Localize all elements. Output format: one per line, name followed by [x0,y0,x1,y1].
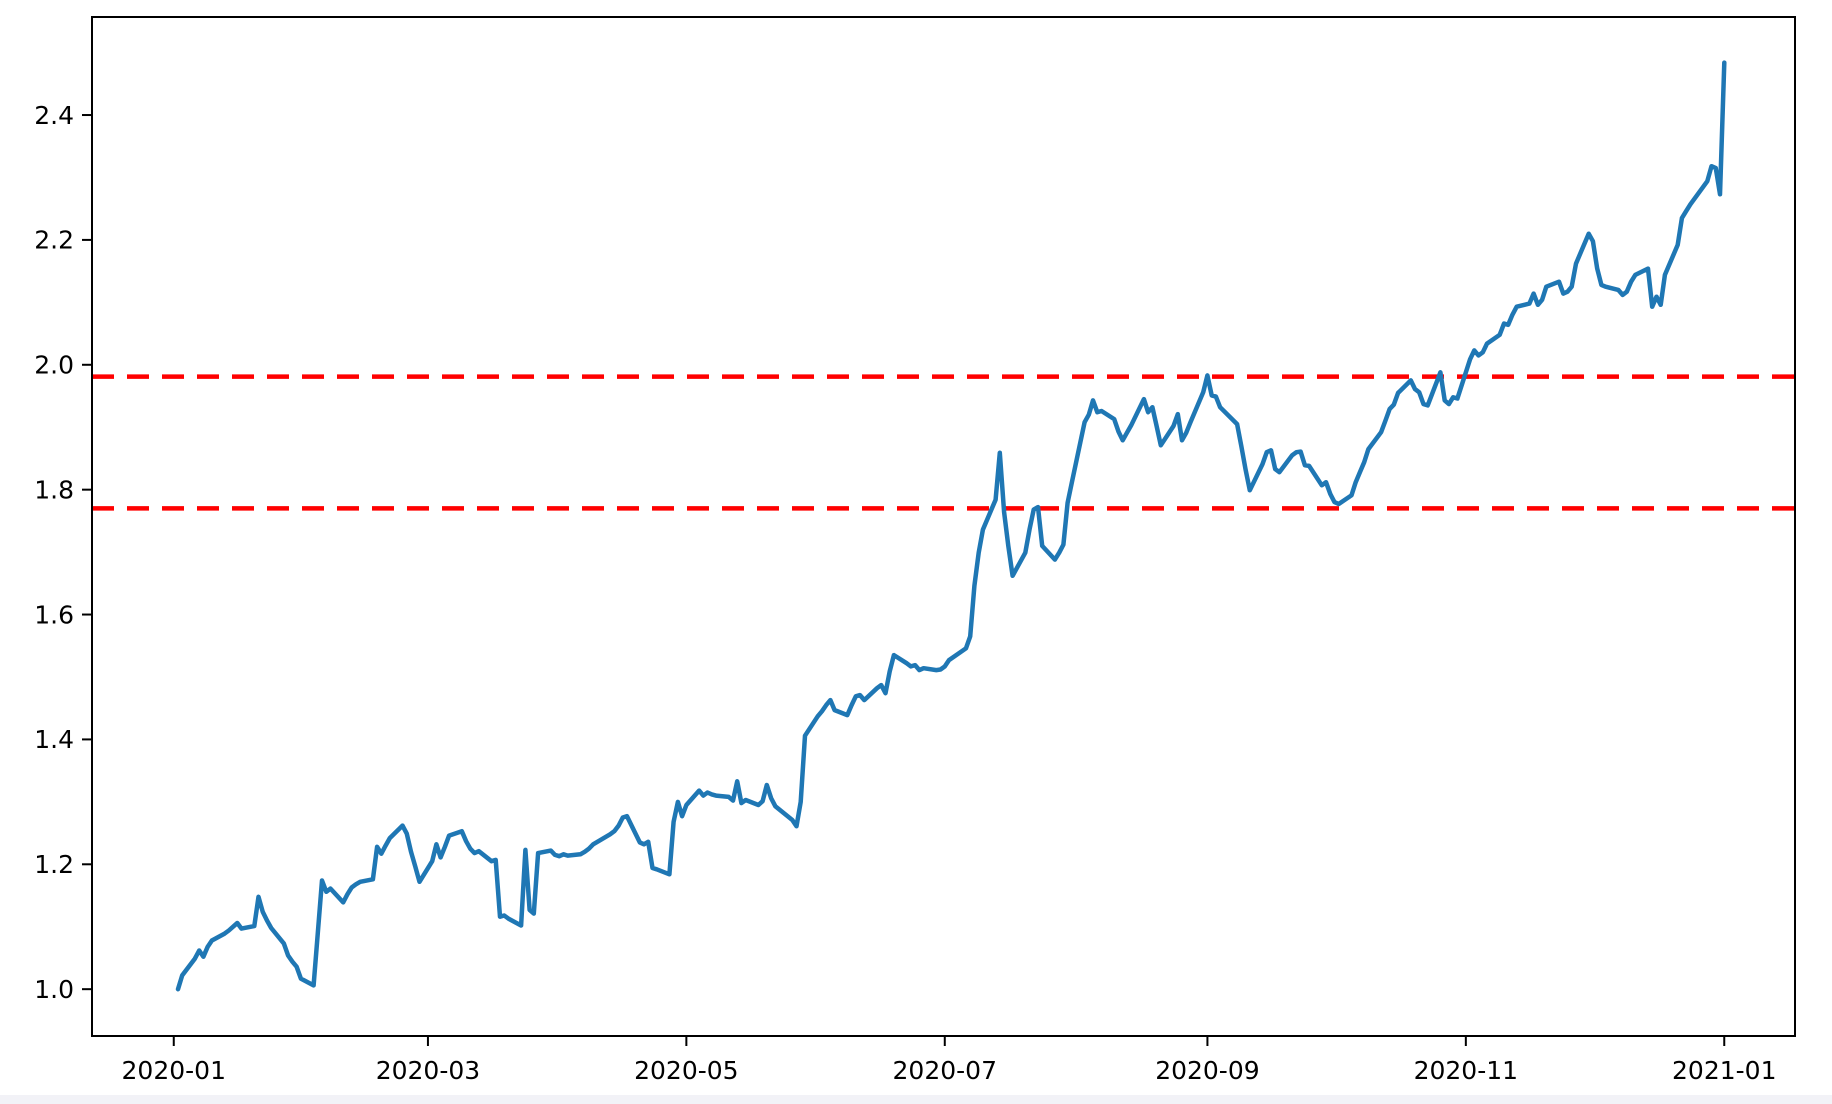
x-tick-label: 2020-05 [634,1056,738,1085]
y-tick-label: 1.0 [34,975,74,1004]
y-tick-label: 2.0 [34,351,74,380]
y-axis: 1.0 1.2 1.4 1.6 1.8 2.0 2.2 2.4 [34,101,92,1004]
y-tick-label: 1.8 [34,475,74,504]
y-tick-label: 2.4 [34,101,74,130]
window-edge-artifact [0,1095,1832,1104]
y-tick-label: 1.2 [34,850,74,879]
plot-spines [91,16,1796,1037]
x-tick-label: 2021-01 [1672,1056,1776,1085]
x-tick-label: 2020-07 [893,1056,997,1085]
y-tick-label: 1.4 [34,725,74,754]
x-tick-label: 2020-01 [122,1056,226,1085]
x-axis: 2020-01 2020-03 2020-05 2020-07 2020-09 2020-… [122,1036,1776,1085]
y-tick-label: 1.6 [34,600,74,629]
x-tick-label: 2020-09 [1155,1056,1259,1085]
x-tick-label: 2020-03 [376,1056,480,1085]
y-tick-label: 2.2 [34,226,74,255]
normalized-price-line [175,60,1727,992]
x-tick-label: 2020-11 [1414,1056,1518,1085]
